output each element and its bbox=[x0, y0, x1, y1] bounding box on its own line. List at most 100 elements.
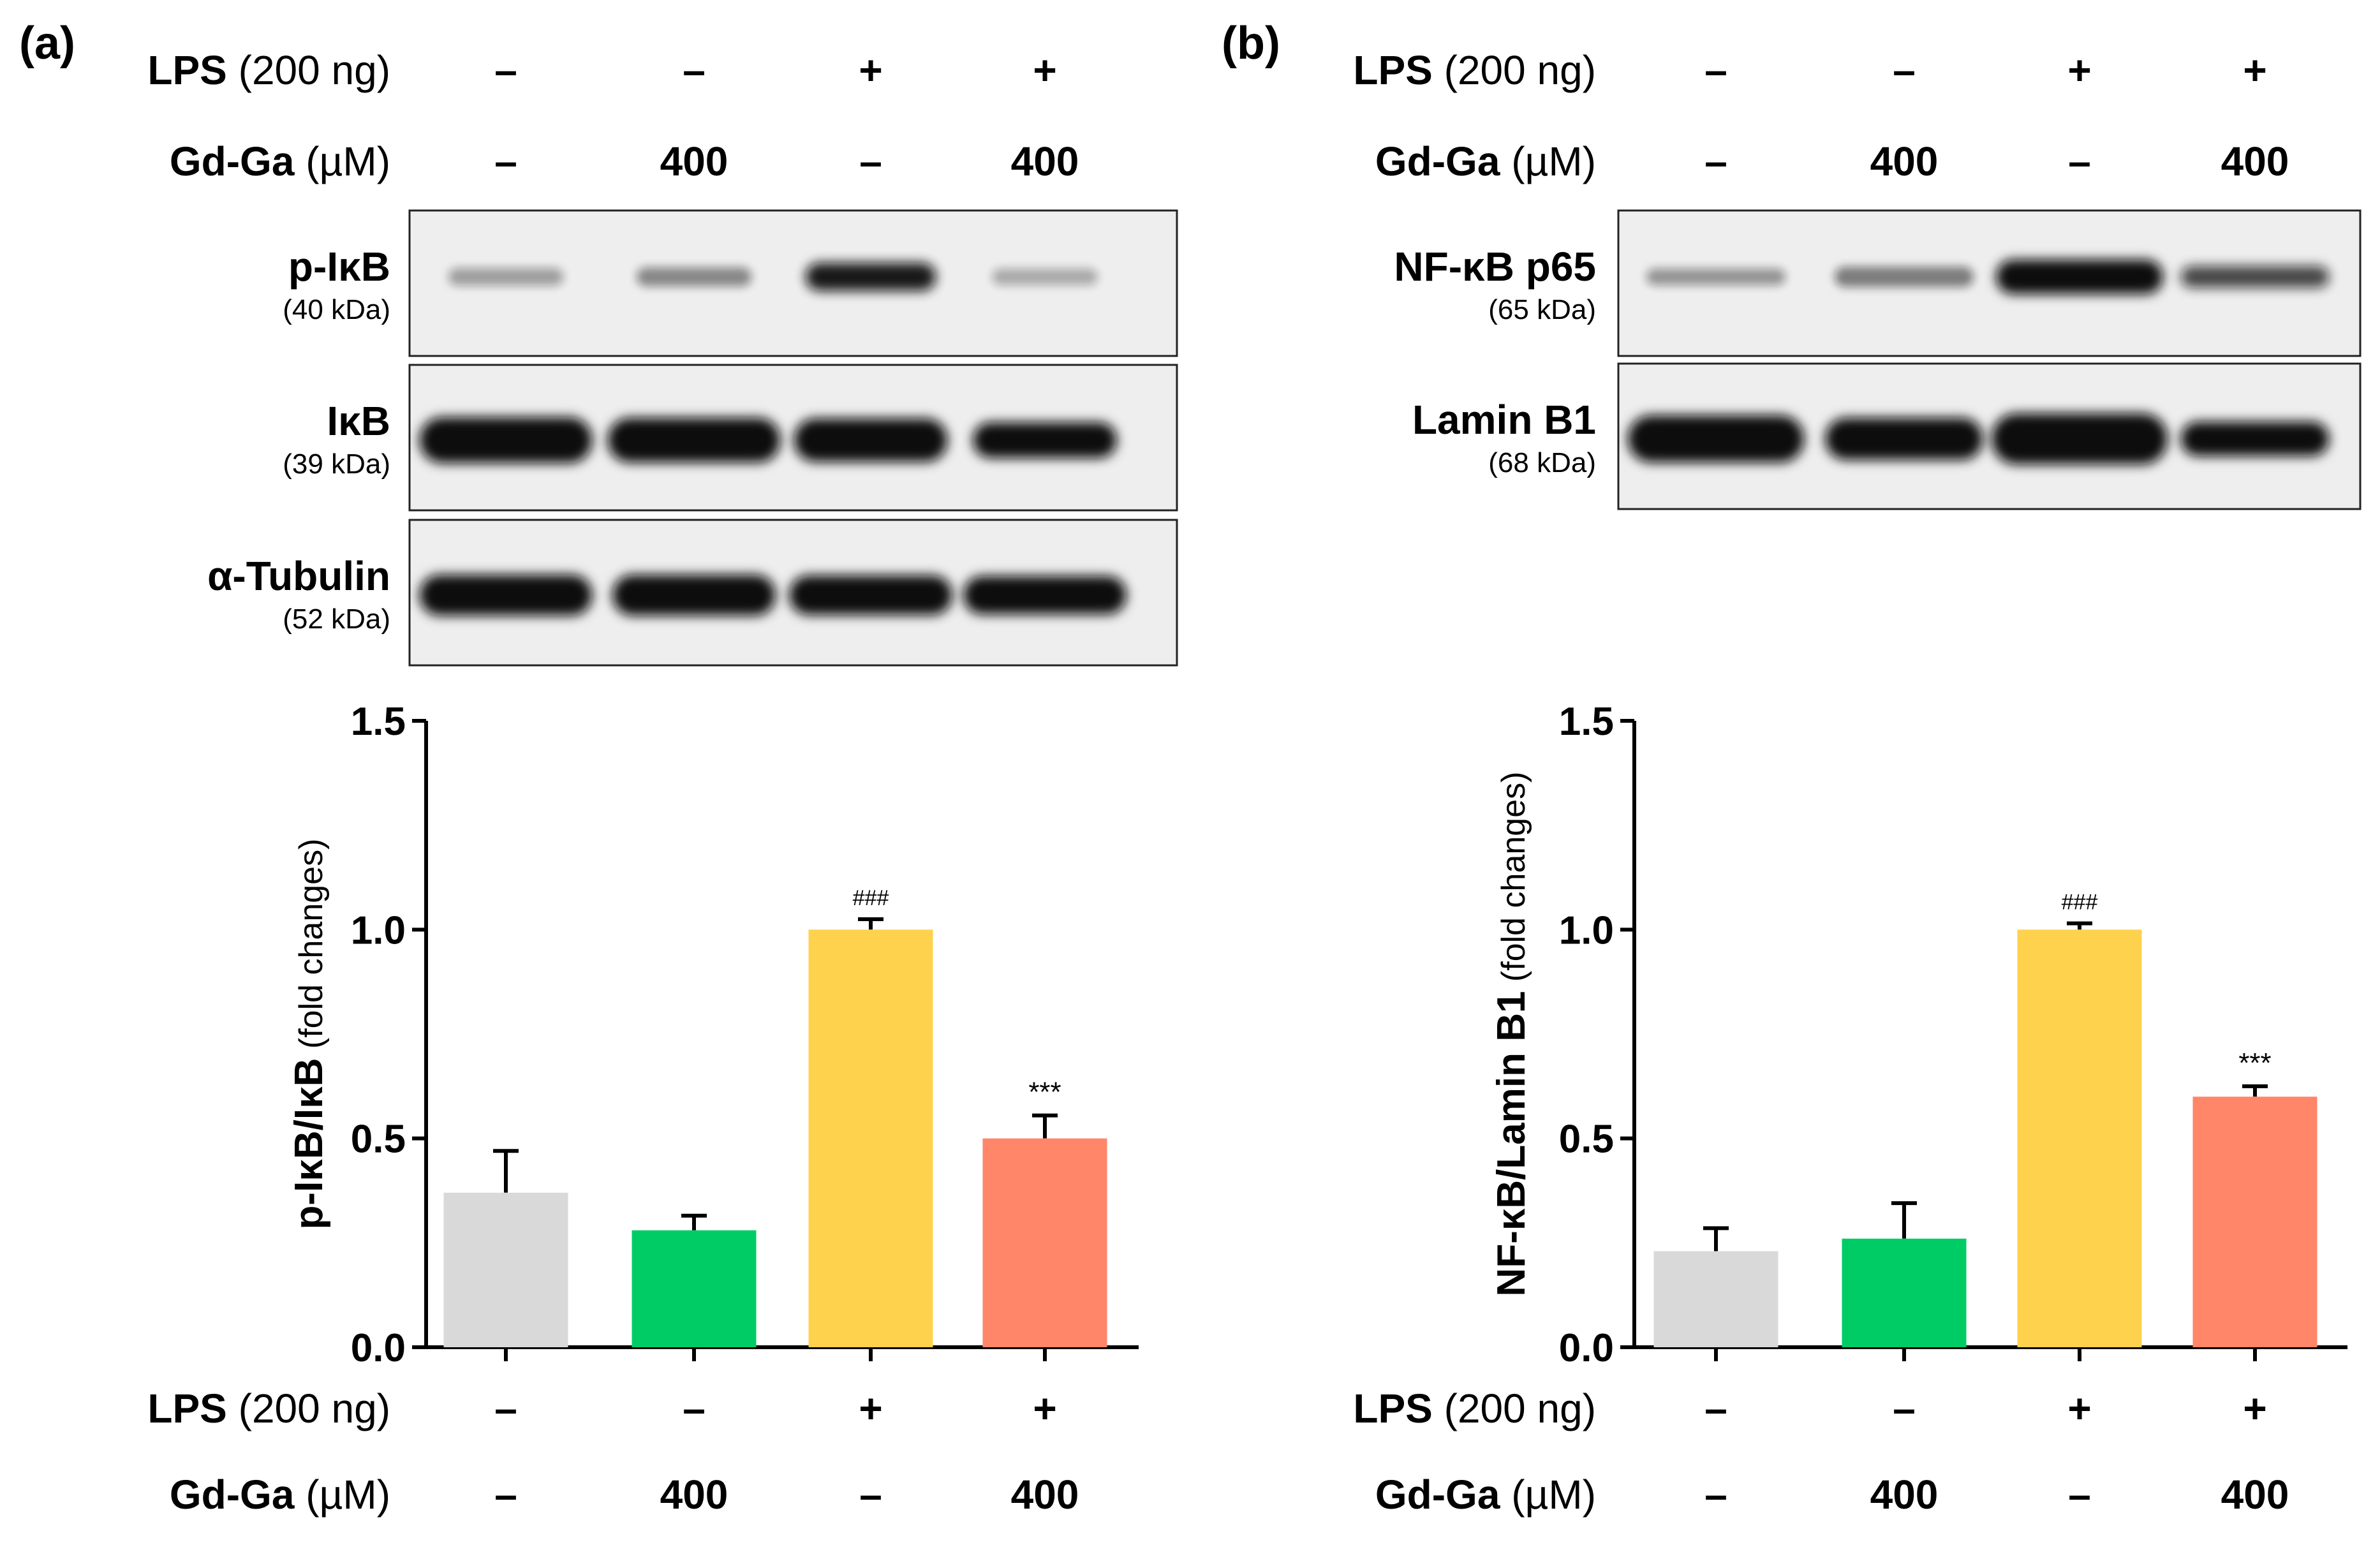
blot-band bbox=[1834, 267, 1974, 287]
y-tick-label: 1.5 bbox=[1559, 700, 1614, 744]
top-gdga-value: 400 bbox=[1870, 138, 1939, 184]
y-axis-label-main: NF-κB/Lamin B1 bbox=[1489, 991, 1534, 1297]
top-gdga-value: – bbox=[2068, 138, 2091, 184]
bottom-gdga-value: 400 bbox=[1011, 1472, 1079, 1518]
bar bbox=[982, 1138, 1107, 1347]
y-axis-label-main: p-IκB/IκB bbox=[287, 1058, 331, 1230]
significance-mark: ### bbox=[2062, 891, 2098, 915]
bottom-lps-value: + bbox=[1033, 1386, 1056, 1431]
blot-2: α-Tubulin (52 kDa) bbox=[207, 519, 1178, 667]
blot-band bbox=[1627, 415, 1805, 462]
top-lps-value: + bbox=[859, 47, 882, 93]
bar bbox=[808, 929, 933, 1347]
blot-band bbox=[963, 576, 1127, 614]
blot-size-label: (52 kDa) bbox=[283, 603, 390, 635]
blot-1: IκB (39 kDa) bbox=[283, 364, 1178, 512]
bottom-gdga-label-bold: Gd-Ga bbox=[170, 1472, 295, 1518]
bottom-gdga-value: 400 bbox=[1870, 1472, 1939, 1518]
top-gdga-value: – bbox=[859, 138, 882, 184]
y-tick-label: 0.0 bbox=[1559, 1326, 1614, 1370]
top-lps-label: LPS (200 ng) bbox=[147, 47, 390, 93]
blot-band bbox=[1996, 260, 2163, 294]
blot-protein-name: IκB bbox=[327, 398, 390, 444]
blot-band bbox=[419, 417, 593, 463]
blot-size-label: (39 kDa) bbox=[283, 448, 390, 480]
bottom-gdga-label: Gd-Ga (µM) bbox=[1375, 1472, 1596, 1518]
blot-band bbox=[1991, 413, 2168, 464]
top-lps-value: + bbox=[2243, 47, 2266, 93]
blot-band bbox=[607, 418, 781, 462]
bottom-lps-label: LPS (200 ng) bbox=[147, 1386, 390, 1431]
bar bbox=[1842, 1238, 1967, 1347]
y-tick-label: 1.0 bbox=[1559, 908, 1614, 952]
top-lps-value: – bbox=[1704, 47, 1727, 93]
panel-letter: (a) bbox=[19, 18, 75, 69]
blot-band bbox=[612, 575, 776, 616]
bottom-gdga-label: Gd-Ga (µM) bbox=[170, 1472, 390, 1518]
y-axis-label-unit: (fold changes) bbox=[293, 839, 330, 1058]
blot-1: Lamin B1 (68 kDa) bbox=[1412, 362, 2362, 510]
bottom-gdga-value: – bbox=[494, 1472, 517, 1518]
top-gdga-value: – bbox=[1704, 138, 1727, 184]
top-lps-label: LPS (200 ng) bbox=[1353, 47, 1596, 93]
bottom-gdga-label-unit: (µM) bbox=[1500, 1472, 1596, 1518]
bottom-lps-value: + bbox=[2243, 1386, 2266, 1431]
bottom-lps-label-unit: (200 ng) bbox=[227, 1386, 390, 1431]
y-tick-label: 0.0 bbox=[351, 1326, 406, 1370]
blot-band bbox=[2180, 266, 2330, 288]
top-lps-label-unit: (200 ng) bbox=[227, 47, 390, 93]
blot-band bbox=[1646, 269, 1786, 285]
bottom-lps-label: LPS (200 ng) bbox=[1353, 1386, 1596, 1431]
blot-band bbox=[2180, 422, 2330, 456]
top-lps-value: – bbox=[1893, 47, 1916, 93]
blot-band bbox=[973, 422, 1117, 458]
top-gdga-label-bold: Gd-Ga bbox=[170, 138, 295, 184]
bottom-gdga-value: – bbox=[859, 1472, 882, 1518]
y-tick-label: 1.0 bbox=[351, 908, 406, 952]
top-gdga-label-unit: (µM) bbox=[294, 138, 390, 184]
bottom-gdga-value: 400 bbox=[660, 1472, 728, 1518]
bottom-lps-value: – bbox=[494, 1386, 517, 1431]
blot-band bbox=[992, 269, 1098, 285]
bar-chart: 0.0 0.5 1.0 1.5 ### *** p-IκB/IκB (fold change… bbox=[287, 700, 1139, 1370]
top-gdga-label-bold: Gd-Ga bbox=[1375, 138, 1500, 184]
bar bbox=[2017, 929, 2142, 1347]
bottom-gdga-value: – bbox=[2068, 1472, 2091, 1518]
blot-size-label: (40 kDa) bbox=[283, 294, 390, 325]
top-lps-value: + bbox=[2067, 47, 2091, 93]
top-lps-label-bold: LPS bbox=[147, 47, 226, 93]
blot-band bbox=[794, 418, 948, 462]
y-axis-label: NF-κB/Lamin B1 (fold changes) bbox=[1489, 772, 1534, 1297]
blot-band bbox=[448, 268, 564, 286]
bottom-gdga-label-bold: Gd-Ga bbox=[1375, 1472, 1500, 1518]
top-gdga-value: 400 bbox=[1011, 138, 1079, 184]
blot-0: p-IκB (40 kDa) bbox=[283, 209, 1178, 357]
bottom-gdga-value: 400 bbox=[2221, 1472, 2289, 1518]
blot-band bbox=[636, 267, 752, 286]
blot-size-label: (68 kDa) bbox=[1488, 447, 1596, 478]
blot-protein-name: p-IκB bbox=[288, 244, 390, 290]
y-axis-label-unit: (fold changes) bbox=[1495, 772, 1532, 991]
bottom-lps-value: + bbox=[859, 1386, 882, 1431]
blot-band bbox=[805, 263, 936, 291]
top-lps-value: – bbox=[494, 47, 517, 93]
blot-band bbox=[419, 575, 593, 616]
y-axis-label: p-IκB/IκB (fold changes) bbox=[287, 839, 331, 1230]
y-tick-label: 0.5 bbox=[1559, 1118, 1614, 1162]
top-gdga-label: Gd-Ga (µM) bbox=[170, 138, 390, 184]
bar-chart: 0.0 0.5 1.0 1.5 ### *** NF-κB/Lamin B1 (fold c… bbox=[1489, 700, 2347, 1370]
bottom-lps-value: – bbox=[1704, 1386, 1727, 1431]
bar bbox=[443, 1192, 568, 1347]
bar bbox=[1653, 1251, 1778, 1347]
significance-mark: *** bbox=[2238, 1047, 2271, 1079]
blot-protein-name: Lamin B1 bbox=[1412, 397, 1596, 443]
top-lps-label-unit: (200 ng) bbox=[1433, 47, 1596, 93]
top-lps-label-bold: LPS bbox=[1353, 47, 1432, 93]
top-lps-value: – bbox=[683, 47, 706, 93]
top-gdga-label-unit: (µM) bbox=[1500, 138, 1596, 184]
top-gdga-value: 400 bbox=[2221, 138, 2289, 184]
bottom-gdga-label-unit: (µM) bbox=[294, 1472, 390, 1518]
blot-protein-name: α-Tubulin bbox=[207, 553, 390, 599]
top-gdga-value: – bbox=[494, 138, 517, 184]
